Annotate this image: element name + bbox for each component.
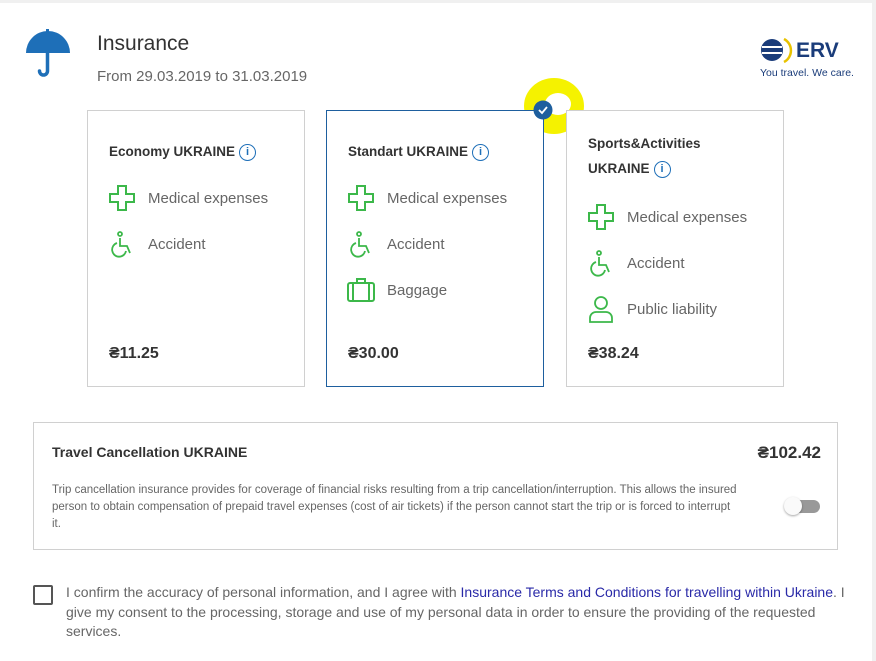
cancellation-toggle[interactable] [784,497,820,515]
erv-logo: ERV You travel. We care. [760,36,860,79]
cancellation-price: ₴102.42 [757,443,821,462]
medical-cross-icon [109,185,135,211]
umbrella-icon [26,29,70,77]
erv-globe-icon [761,37,793,64]
terms-link[interactable]: Insurance Terms and Conditions for trave… [460,584,834,600]
consent-checkbox[interactable] [33,585,53,605]
info-icon[interactable]: i [239,143,257,161]
brand-tagline: You travel. We care. [760,67,854,79]
feature-medical: Medical expenses [347,184,507,212]
plan-card-standart[interactable]: Standart UKRAINE i Medical expenses Accid… [326,110,544,387]
cancellation-description: Trip cancellation insurance provides for… [52,484,737,530]
plan-name: Sports&Activities UKRAINE [588,136,701,176]
plan-card-sports[interactable]: Sports&Activities UKRAINE i Medical expen… [566,110,784,387]
plan-price: ₴30.00 [348,345,399,362]
feature-accident: Accident [587,249,685,277]
plan-name: Economy UKRAINE [109,144,236,159]
info-icon[interactable]: i [653,160,671,178]
person-icon [589,296,613,323]
medical-cross-icon [588,204,614,230]
info-icon[interactable]: i [472,143,490,161]
plan-card-economy[interactable]: Economy UKRAINE i Medical expenses Accide… [87,110,305,387]
brand-name: ERV [796,39,839,62]
page-title: Insurance [97,32,190,55]
feature-medical: Medical expenses [587,203,747,231]
wheelchair-icon [590,250,610,277]
wheelchair-icon [111,231,131,258]
cancellation-title: Travel Cancellation UKRAINE [52,444,248,460]
date-range: From 29.03.2019 to 31.03.2019 [97,68,308,85]
feature-medical: Medical expenses [108,184,268,212]
plan-price: ₴38.24 [588,345,639,362]
feature-accident: Accident [347,230,445,258]
feature-baggage: Baggage [347,276,447,304]
selected-check-icon [533,100,553,120]
medical-cross-icon [348,185,374,211]
insurance-panel: Insurance From 29.03.2019 to 31.03.2019 … [0,3,872,661]
plan-name: Standart UKRAINE [348,144,469,159]
consent-text: I confirm the accuracy of personal infor… [66,584,845,639]
feature-liability: Public liability [587,295,717,323]
travel-cancellation-box: Travel Cancellation UKRAINE ₴102.42 Trip… [33,422,838,550]
wheelchair-icon [350,231,370,258]
suitcase-icon [347,278,375,302]
plan-price: ₴11.25 [109,345,159,362]
feature-accident: Accident [108,230,206,258]
